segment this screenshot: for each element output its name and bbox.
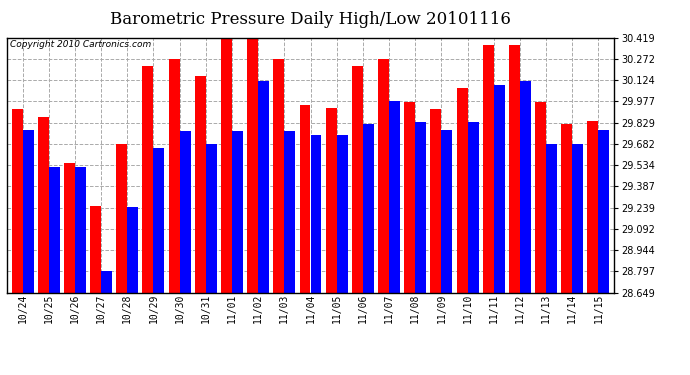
- Bar: [247, 38, 258, 292]
- Bar: [75, 167, 86, 292]
- Bar: [168, 59, 179, 292]
- Bar: [127, 207, 138, 292]
- Bar: [415, 122, 426, 292]
- Bar: [389, 101, 400, 292]
- Bar: [326, 108, 337, 292]
- Text: Copyright 2010 Cartronics.com: Copyright 2010 Cartronics.com: [10, 40, 151, 49]
- Bar: [258, 81, 269, 292]
- Bar: [483, 45, 494, 292]
- Bar: [221, 38, 232, 292]
- Bar: [12, 110, 23, 292]
- Bar: [431, 110, 442, 292]
- Bar: [352, 66, 363, 292]
- Bar: [38, 117, 49, 292]
- Bar: [535, 102, 546, 292]
- Bar: [101, 271, 112, 292]
- Bar: [378, 59, 389, 292]
- Bar: [468, 122, 479, 292]
- Bar: [457, 88, 468, 292]
- Bar: [232, 131, 243, 292]
- Bar: [117, 144, 127, 292]
- Bar: [509, 45, 520, 292]
- Bar: [546, 144, 557, 292]
- Bar: [273, 59, 284, 292]
- Bar: [49, 167, 60, 292]
- Bar: [153, 148, 164, 292]
- Bar: [284, 131, 295, 292]
- Bar: [363, 124, 374, 292]
- Bar: [442, 129, 453, 292]
- Bar: [494, 85, 504, 292]
- Bar: [572, 144, 583, 292]
- Bar: [90, 206, 101, 292]
- Bar: [179, 131, 190, 292]
- Bar: [598, 129, 609, 292]
- Bar: [64, 163, 75, 292]
- Text: Barometric Pressure Daily High/Low 20101116: Barometric Pressure Daily High/Low 20101…: [110, 11, 511, 28]
- Bar: [299, 105, 310, 292]
- Bar: [404, 102, 415, 292]
- Bar: [206, 144, 217, 292]
- Bar: [337, 135, 348, 292]
- Bar: [561, 124, 572, 292]
- Bar: [587, 121, 598, 292]
- Bar: [520, 81, 531, 292]
- Bar: [23, 129, 34, 292]
- Bar: [142, 66, 153, 292]
- Bar: [310, 135, 322, 292]
- Bar: [195, 76, 206, 292]
